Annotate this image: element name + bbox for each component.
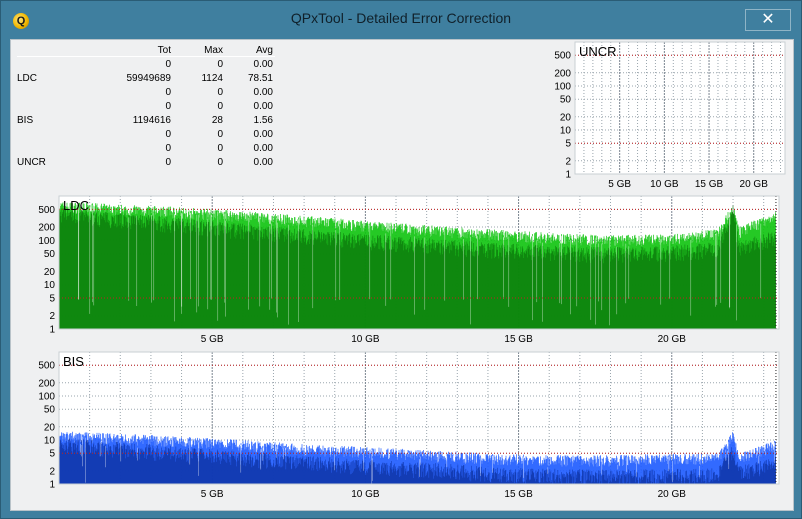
- uncr-plot-area: [575, 42, 785, 174]
- ldc-plot-frame: [58, 195, 780, 330]
- uncr-y-tick-label: 10: [560, 126, 572, 137]
- stats-header-tot: Tot: [157, 44, 171, 56]
- stats-row-max: 0: [217, 156, 223, 168]
- stats-row-tot: 0: [165, 86, 171, 98]
- stats-row-label: LDC: [17, 72, 38, 84]
- stats-row-avg: 1.56: [253, 114, 273, 126]
- stats-row: 0 0 0.00: [17, 141, 273, 155]
- ldc-y-tick-label: 500: [38, 205, 55, 216]
- stats-header-avg: Avg: [255, 44, 273, 56]
- stats-row-avg: 78.51: [247, 72, 273, 84]
- stats-row-label: BIS: [17, 114, 34, 126]
- uncr-y-tick-label: 2: [565, 156, 571, 167]
- uncr-y-tick-label: 50: [560, 95, 572, 106]
- ldc-y-tick-label: 100: [38, 236, 55, 247]
- ldc-x-tick-label: 15 GB: [504, 334, 533, 345]
- stats-row-label: [17, 127, 87, 141]
- stats-row-tot: 0: [165, 142, 171, 154]
- ldc-y-tick-label: 2: [49, 311, 55, 322]
- stats-row-max: 0: [217, 86, 223, 98]
- stats-header-label: [17, 43, 87, 57]
- stats-row-max: 0: [217, 58, 223, 70]
- stats-header-divider: [17, 56, 275, 57]
- ldc-y-tick-label: 50: [44, 249, 56, 260]
- ldc-chart-title: LDC: [63, 198, 89, 213]
- ldc-y-tick-label: 1: [49, 325, 55, 336]
- stats-table: Tot Max Avg 0 0 0.00 LDC 59949689 1124 7…: [17, 43, 273, 169]
- stats-row-avg: 0.00: [253, 142, 273, 154]
- uncr-x-tick-label: 5 GB: [608, 179, 631, 190]
- uncr-plot-frame: [574, 41, 786, 175]
- qpxtool-app-icon: Q: [13, 13, 29, 29]
- stats-header-max: Max: [204, 44, 223, 56]
- stats-row-avg: 0.00: [253, 128, 273, 140]
- stats-row-max: 0: [217, 128, 223, 140]
- stats-row: 0 0 0.00: [17, 99, 273, 113]
- stats-row-avg: 0.00: [253, 156, 273, 168]
- stats-row-max: 1124: [201, 72, 223, 84]
- uncr-y-tick-label: 500: [554, 51, 571, 62]
- stats-row-label: [17, 141, 87, 155]
- ldc-x-tick-label: 20 GB: [658, 334, 687, 345]
- uncr-chart-title: UNCR: [579, 44, 617, 59]
- stats-row-label: [17, 57, 87, 71]
- client-area: Tot Max Avg 0 0 0.00 LDC 59949689 1124 7…: [10, 39, 794, 511]
- uncr-y-tick-label: 20: [560, 112, 572, 123]
- ldc-y-tick-label: 5: [49, 294, 55, 305]
- stats-row-tot: 0: [165, 128, 171, 140]
- uncr-y-tick-label: 5: [565, 139, 571, 150]
- stats-row-avg: 0.00: [253, 100, 273, 112]
- ldc-y-tick-label: 20: [44, 267, 56, 278]
- stats-row-tot: 0: [165, 58, 171, 70]
- stats-row: 0 0 0.00: [17, 85, 273, 99]
- stats-row-tot: 1194616: [132, 114, 171, 126]
- stats-row-label: [17, 85, 87, 99]
- uncr-y-tick-label: 1: [565, 170, 571, 181]
- title-bar[interactable]: Q QPxTool - Detailed Error Correction ✕: [1, 1, 801, 39]
- stats-row-label: [17, 99, 87, 113]
- stats-row-tot: 0: [165, 100, 171, 112]
- stats-row-tot: 0: [165, 156, 171, 168]
- stats-row: 0 0 0.00: [17, 127, 273, 141]
- ldc-x-tick-label: 10 GB: [351, 334, 380, 345]
- stats-row-max: 0: [217, 142, 223, 154]
- stats-header-row: Tot Max Avg: [17, 43, 273, 57]
- stats-row-tot: 59949689: [126, 72, 172, 84]
- stats-row-avg: 0.00: [253, 86, 273, 98]
- stats-row: UNCR 0 0 0.00: [17, 155, 273, 169]
- ldc-x-tick-label: 5 GB: [201, 334, 224, 345]
- close-button[interactable]: ✕: [745, 9, 791, 31]
- stats-row-label: UNCR: [17, 156, 46, 168]
- uncr-y-tick-label: 200: [554, 68, 571, 79]
- ldc-y-tick-label: 200: [38, 222, 55, 233]
- uncr-x-tick-label: 10 GB: [650, 179, 679, 190]
- stats-row: 0 0 0.00: [17, 57, 273, 71]
- uncr-y-tick-label: 100: [554, 82, 571, 93]
- stats-row-avg: 0.00: [253, 58, 273, 70]
- stats-row: LDC 59949689 1124 78.51: [17, 71, 273, 85]
- uncr-x-tick-label: 15 GB: [695, 179, 724, 190]
- ldc-y-tick-label: 10: [44, 280, 56, 291]
- uncr-x-tick-label: 20 GB: [740, 179, 769, 190]
- window-title: QPxTool - Detailed Error Correction: [290, 10, 512, 26]
- stats-row-max: 28: [211, 114, 223, 126]
- stats-row-max: 0: [217, 100, 223, 112]
- stats-row: BIS 1194616 28 1.56: [17, 113, 273, 127]
